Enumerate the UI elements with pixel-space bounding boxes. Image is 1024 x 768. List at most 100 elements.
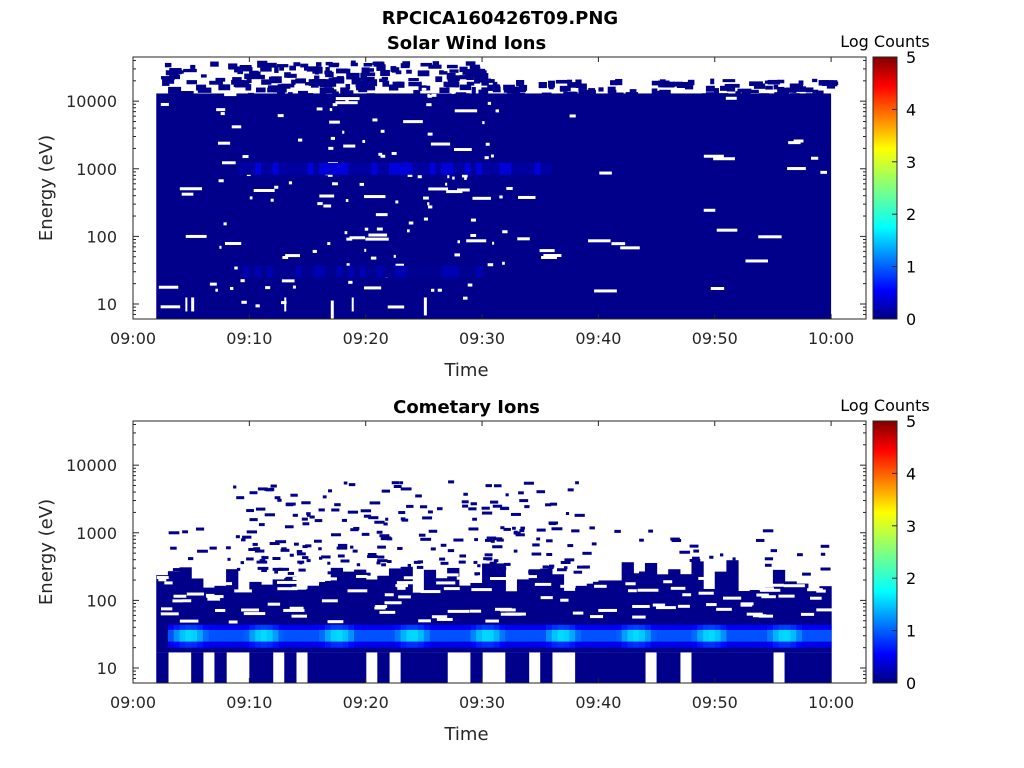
heatmap-cell <box>393 254 396 258</box>
heatmap-cell <box>214 652 227 683</box>
heatmap-cell <box>276 64 289 68</box>
heatmap-cell <box>370 256 377 260</box>
heatmap-cell <box>307 162 314 175</box>
heatmap-cell <box>312 79 326 83</box>
heatmap-cell <box>598 608 618 612</box>
heatmap-cell <box>525 575 537 579</box>
heatmap-cell <box>265 286 271 290</box>
panel-title: Cometary Ions <box>393 397 540 418</box>
heatmap-cell <box>506 186 513 190</box>
heatmap-cell <box>302 545 308 549</box>
heatmap-cell <box>241 608 259 612</box>
heatmap-cell <box>287 571 295 575</box>
heatmap-cell <box>510 512 521 516</box>
heatmap-cell <box>346 72 360 80</box>
heatmap-cell <box>266 629 274 642</box>
heatmap-cell <box>298 568 306 572</box>
heatmap-cell <box>481 87 496 91</box>
heatmap-cell <box>477 564 481 568</box>
heatmap-cell <box>272 641 279 648</box>
heatmap-cell <box>429 629 437 642</box>
x-axis-label: Time <box>443 360 488 381</box>
heatmap-cell <box>272 567 284 571</box>
heatmap-cell <box>428 64 442 69</box>
heatmap-cell <box>278 624 285 630</box>
heatmap-cell <box>816 608 834 612</box>
heatmap-cell <box>546 641 553 648</box>
heatmap-cell <box>454 109 478 113</box>
heatmap-cell <box>668 624 675 630</box>
heatmap-cell <box>446 64 458 69</box>
heatmap-cell <box>400 487 412 491</box>
heatmap-cell <box>427 205 433 209</box>
heatmap-cell <box>407 229 410 233</box>
heatmap-cell <box>377 555 385 559</box>
x-tick-label: 09:10 <box>226 329 272 348</box>
heatmap-cell <box>231 629 239 642</box>
y-tick-label: 1000 <box>76 160 117 179</box>
heatmap-cell <box>437 288 442 292</box>
heatmap-cell <box>363 62 373 67</box>
heatmap-cell <box>441 641 448 648</box>
heatmap-cell <box>377 559 388 563</box>
heatmap-cell <box>428 529 438 533</box>
heatmap-cell <box>284 641 291 648</box>
heatmap-cell <box>456 576 466 580</box>
heatmap-cell <box>805 87 814 93</box>
heatmap-cell <box>572 611 584 615</box>
heatmap-cell <box>764 557 774 561</box>
heatmap-cell <box>720 85 728 91</box>
heatmap-cell <box>285 503 294 507</box>
heatmap-cell <box>301 501 311 505</box>
heatmap-cell <box>234 589 252 593</box>
heatmap-cell <box>464 624 471 630</box>
heatmap-cell <box>548 564 555 568</box>
heatmap-cell <box>633 629 640 642</box>
heatmap-cell <box>400 265 407 278</box>
heatmap-cell <box>261 79 272 85</box>
heatmap-cell <box>324 162 332 175</box>
heatmap-cell <box>761 652 774 683</box>
heatmap-cell <box>436 617 453 621</box>
heatmap-cell <box>295 641 303 648</box>
heatmap-cell <box>243 162 250 175</box>
heatmap-cell <box>586 624 594 630</box>
heatmap-cell <box>305 544 312 548</box>
heatmap-cell <box>755 629 762 642</box>
heatmap-cell <box>394 265 402 278</box>
heatmap-cell <box>470 624 477 630</box>
heatmap-cell <box>468 527 479 531</box>
heatmap-cell <box>493 484 502 488</box>
heatmap-cell <box>738 652 751 683</box>
heatmap-cell <box>682 83 689 88</box>
heatmap-cell <box>328 146 334 150</box>
heatmap-cell <box>191 624 198 630</box>
heatmap-cell <box>168 86 182 94</box>
heatmap-cell <box>281 279 295 283</box>
heatmap-cells <box>156 60 929 320</box>
heatmap-cell <box>604 641 611 648</box>
heatmap-cell <box>740 603 753 607</box>
heatmap-cell <box>685 629 692 642</box>
heatmap-cell <box>258 523 265 527</box>
heatmap-cell <box>546 552 553 556</box>
heatmap-cell <box>796 629 803 642</box>
heatmap-cell <box>465 69 477 76</box>
heatmap-cell <box>208 641 215 648</box>
heatmap-cell <box>471 588 492 592</box>
heatmap-cell <box>254 549 265 553</box>
heatmap-cell <box>365 87 376 91</box>
heatmap-cell <box>452 265 460 278</box>
heatmap-cell <box>272 624 279 630</box>
heatmap-cell <box>233 485 237 489</box>
colorbar-tick-label: 5 <box>906 48 916 67</box>
heatmap-cell <box>307 652 320 683</box>
heatmap-cell <box>185 297 188 312</box>
heatmap-cell <box>395 263 404 267</box>
heatmap-cell <box>284 629 291 642</box>
heatmap-cell <box>400 517 406 521</box>
heatmap-cell <box>447 629 454 642</box>
heatmap-cell <box>453 538 464 542</box>
heatmap-cell <box>807 629 815 642</box>
heatmap-cell <box>278 265 285 278</box>
